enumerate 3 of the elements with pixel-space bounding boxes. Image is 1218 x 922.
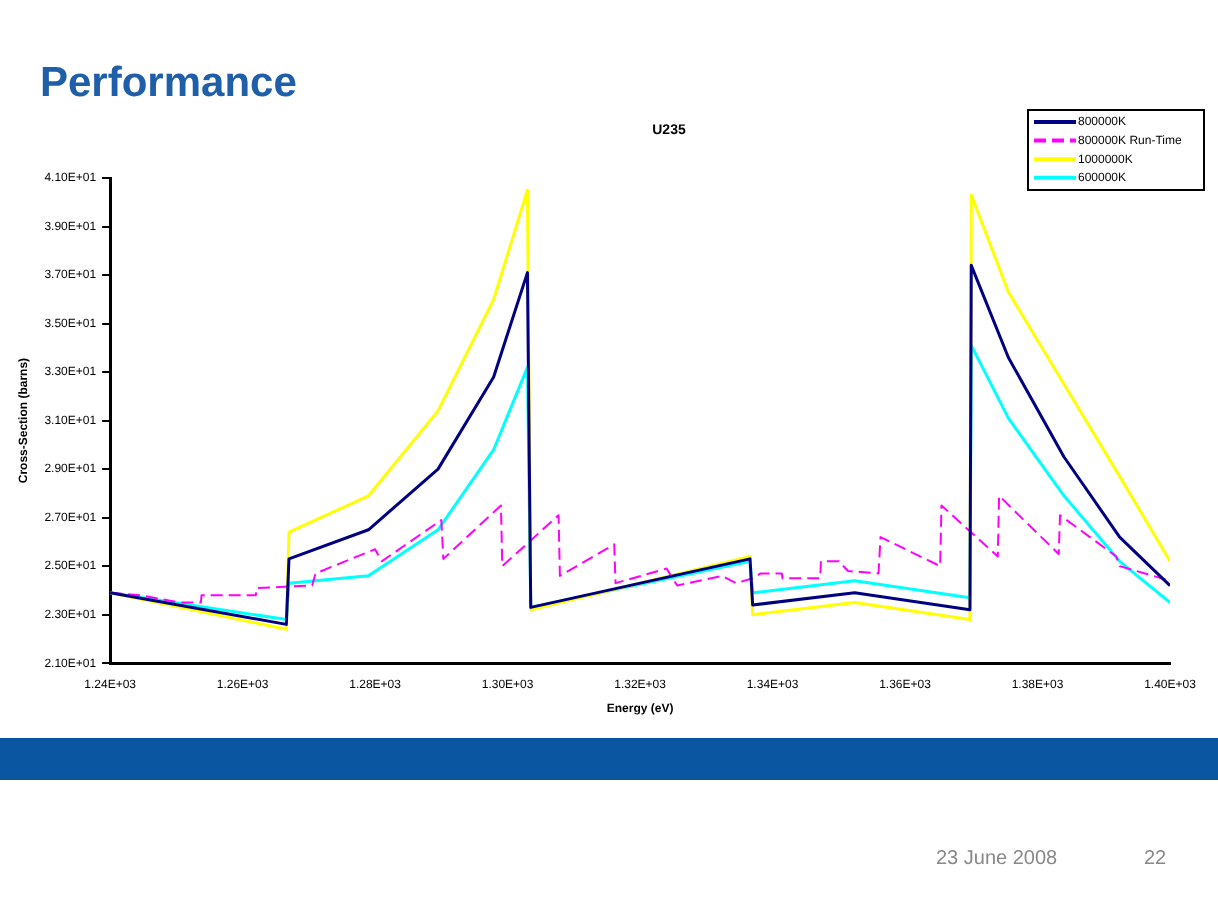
chart-title: Performance xyxy=(40,60,297,108)
text: 22 xyxy=(1144,848,1167,870)
text: 23 June 2008 xyxy=(936,848,1058,870)
